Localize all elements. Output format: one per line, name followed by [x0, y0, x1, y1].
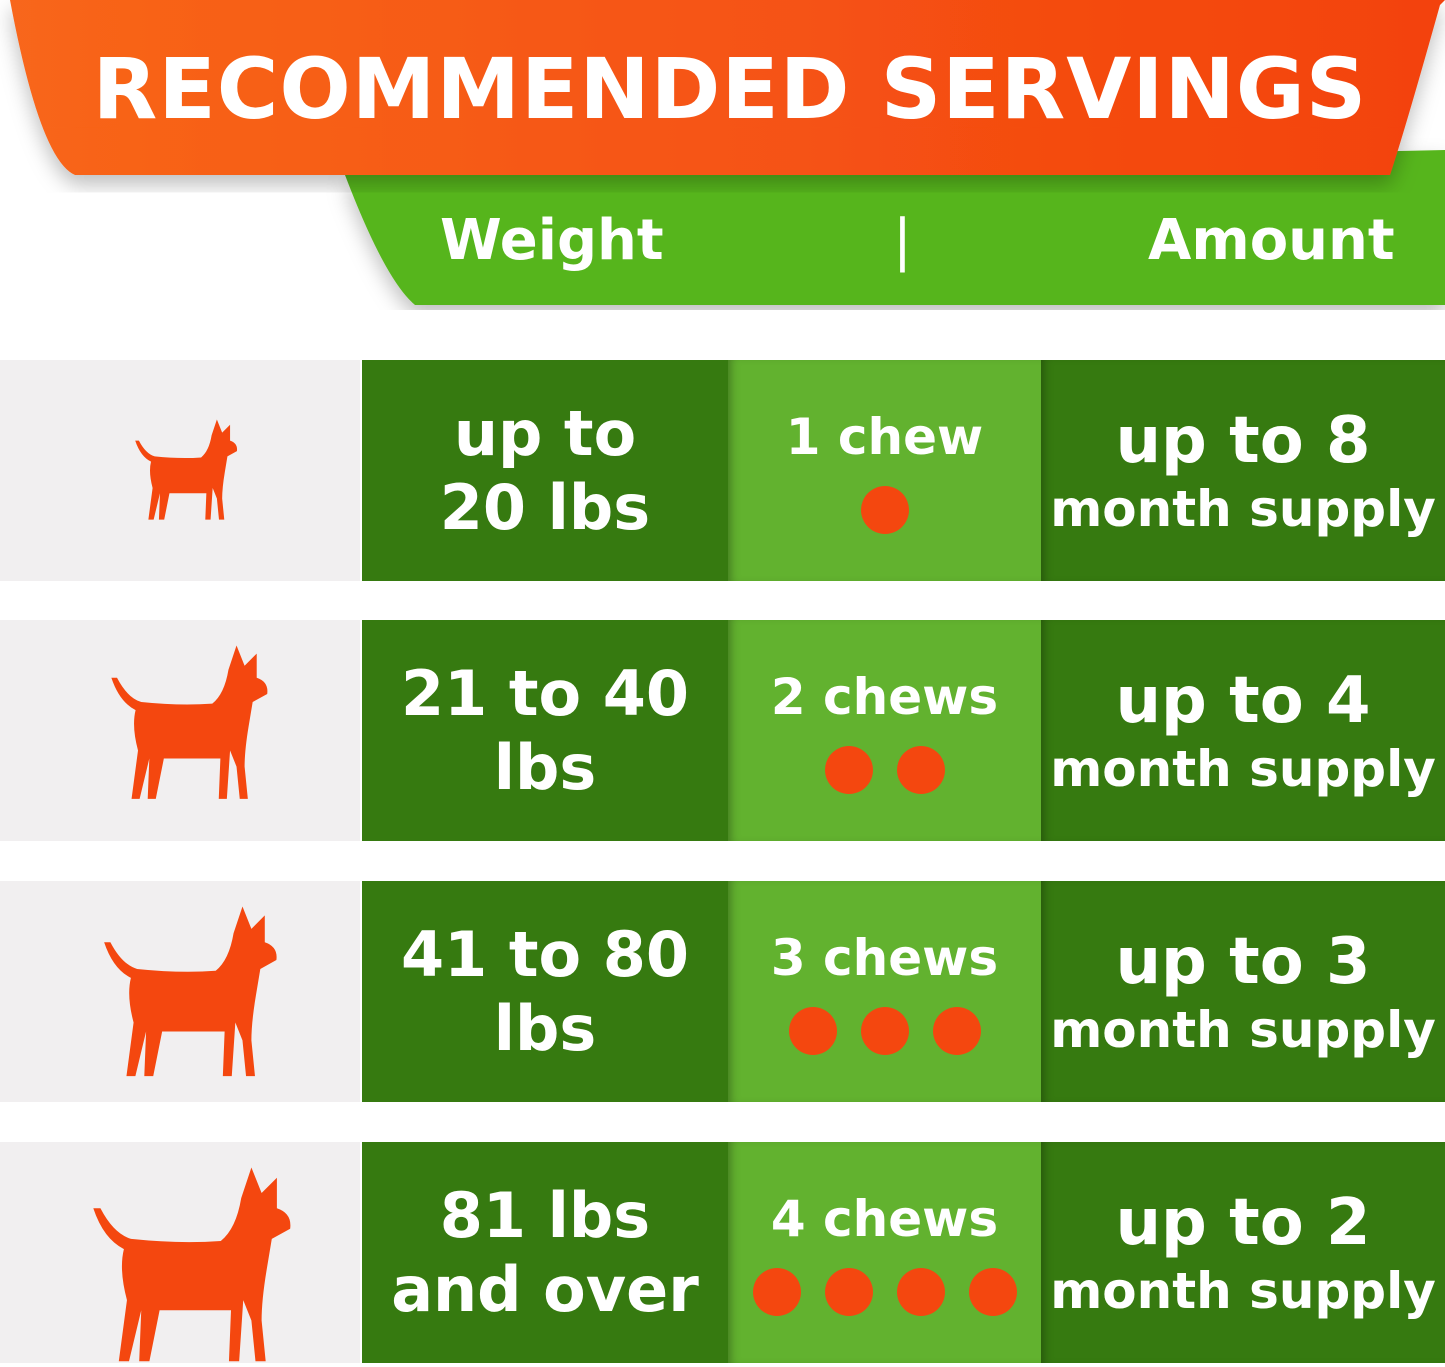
chew-dots — [860, 485, 909, 534]
amount-value: up to 4 — [1115, 663, 1371, 738]
serving-row: 21 to 40 lbs 2 chews up to 4 month suppl… — [0, 620, 1445, 841]
chew-dot — [932, 1006, 981, 1055]
serving-row: up to 20 lbs 1 chew up to 8 month supply — [0, 360, 1445, 581]
chew-dot — [752, 1267, 801, 1316]
amount-cell: up to 3 month supply — [1041, 881, 1445, 1102]
weight-line-2: lbs — [493, 991, 597, 1065]
amount-unit: month supply — [1050, 739, 1436, 798]
chew-dot — [788, 1006, 837, 1055]
chew-dots — [752, 1267, 1017, 1316]
dog-cell — [0, 360, 360, 581]
chews-label: 1 chew — [785, 407, 984, 466]
chews-cell: 1 chew — [728, 360, 1041, 581]
chew-dots — [824, 745, 945, 794]
chew-dot — [896, 745, 945, 794]
weight-line-1: 21 to 40 — [401, 656, 689, 730]
amount-cell: up to 2 month supply — [1041, 1142, 1445, 1363]
large-dog-icon — [104, 906, 277, 1077]
chew-dot — [824, 1267, 873, 1316]
serving-row: 81 lbs and over 4 chews up to 2 month su… — [0, 1142, 1445, 1363]
extra-large-dog-icon — [93, 1167, 291, 1362]
page-title: RECOMMENDED SERVINGS — [92, 40, 1368, 138]
chew-dot — [824, 745, 873, 794]
header-banner — [10, 0, 1445, 305]
weight-cell: 41 to 80 lbs — [362, 881, 728, 1102]
weight-line-2: lbs — [493, 730, 597, 804]
amount-unit: month supply — [1050, 1261, 1436, 1320]
medium-dog-icon — [111, 645, 268, 799]
orange-title-band — [10, 0, 1445, 175]
weight-column-header: Weight — [440, 208, 664, 273]
dog-cell — [0, 620, 360, 841]
weight-cell: up to 20 lbs — [362, 360, 728, 581]
amount-cell: up to 4 month supply — [1041, 620, 1445, 841]
small-dog-icon — [135, 419, 238, 520]
weight-line-2: 20 lbs — [439, 470, 651, 544]
chew-dots — [788, 1006, 981, 1055]
amount-cell: up to 8 month supply — [1041, 360, 1445, 581]
chews-label: 3 chews — [770, 928, 999, 987]
chew-dot — [860, 485, 909, 534]
amount-unit: month supply — [1050, 479, 1436, 538]
weight-line-2: and over — [391, 1252, 699, 1326]
dog-cell — [0, 1142, 360, 1363]
weight-line-1: 81 lbs — [439, 1178, 651, 1252]
chew-dot — [896, 1267, 945, 1316]
chews-label: 4 chews — [770, 1189, 999, 1248]
amount-value: up to 8 — [1115, 403, 1371, 478]
amount-unit: month supply — [1050, 1000, 1436, 1059]
weight-line-1: 41 to 80 — [401, 917, 689, 991]
chew-dot — [968, 1267, 1017, 1316]
amount-value: up to 3 — [1115, 924, 1371, 999]
dog-cell — [0, 881, 360, 1102]
chews-cell: 3 chews — [728, 881, 1041, 1102]
chews-cell: 4 chews — [728, 1142, 1041, 1363]
weight-cell: 81 lbs and over — [362, 1142, 728, 1363]
weight-line-1: up to — [453, 396, 637, 470]
weight-cell: 21 to 40 lbs — [362, 620, 728, 841]
green-header-band — [345, 150, 1445, 305]
serving-row: 41 to 80 lbs 3 chews up to 3 month suppl… — [0, 881, 1445, 1102]
amount-column-header: Amount — [1148, 208, 1395, 273]
header-separator: | — [893, 208, 912, 273]
chews-cell: 2 chews — [728, 620, 1041, 841]
chews-label: 2 chews — [770, 667, 999, 726]
chew-dot — [860, 1006, 909, 1055]
amount-value: up to 2 — [1115, 1185, 1371, 1260]
